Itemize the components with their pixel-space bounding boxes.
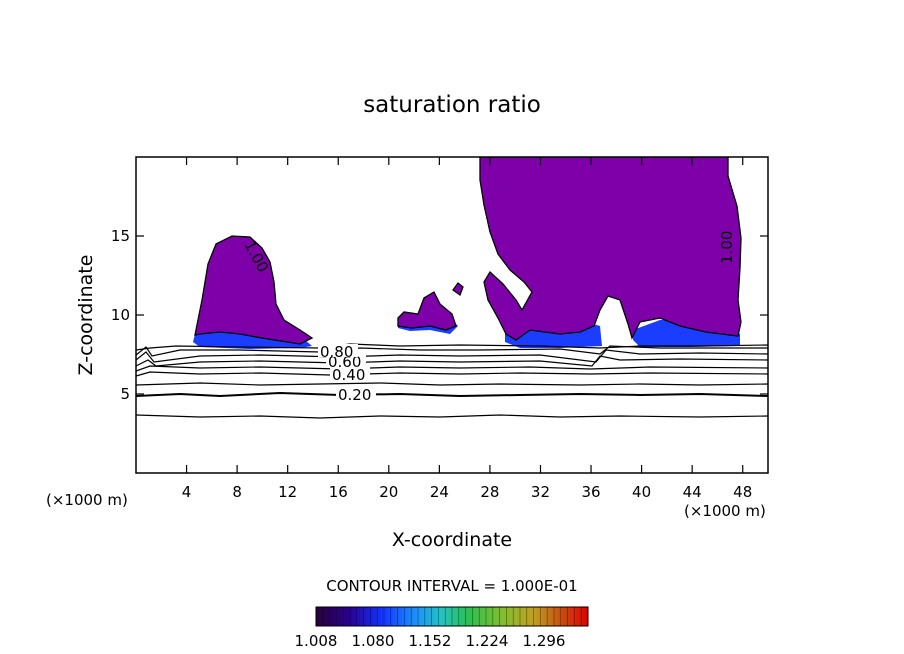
- contour-line-1: [136, 414, 768, 419]
- y-tick-label: 10: [111, 306, 130, 324]
- x-tick-label: 20: [379, 483, 398, 501]
- x-tick-label: 36: [581, 483, 600, 501]
- x-tick-label: 40: [632, 483, 651, 501]
- colorbar-tick-label: 1.224: [466, 632, 509, 650]
- x-unit-right: (×1000 m): [684, 502, 766, 520]
- contour-line-3: [136, 382, 768, 386]
- x-tick-label: 16: [329, 483, 348, 501]
- x-tick-label: 8: [232, 483, 242, 501]
- shaded-region-center-b: [452, 282, 464, 297]
- y-tick-label: 5: [120, 385, 130, 403]
- chart-title: saturation ratio: [363, 92, 541, 118]
- plot-area: 0.20 0.40 0.60 0.80 1.00 1.00: [136, 157, 768, 419]
- contour-line-7: [136, 349, 768, 363]
- x-tick-label: 12: [278, 483, 297, 501]
- contour-label-100-right: 1.00: [718, 231, 736, 264]
- x-tick-label: 4: [182, 483, 192, 501]
- x-tick-label: 48: [733, 483, 752, 501]
- x-tick-label: 24: [430, 483, 449, 501]
- colorbar-tick-label: 1.008: [295, 632, 338, 650]
- contour-line-6: [136, 355, 768, 367]
- colorbar-tick-label: 1.296: [523, 632, 566, 650]
- colorbar-divisions: [322, 607, 582, 626]
- contour-label-060: 0.60: [328, 353, 361, 371]
- contour-label-020: 0.20: [338, 386, 371, 404]
- x-tick-label: 32: [531, 483, 550, 501]
- contour-line-4: [136, 371, 768, 377]
- colorbar-tick-label: 1.152: [409, 632, 452, 650]
- y-axis-label: Z-coordinate: [75, 255, 97, 376]
- shaded-region-center-a: [397, 291, 457, 331]
- shaded-region-left: [194, 235, 314, 345]
- x-axis: 4 8 12 16 20 24 28 32 36 40 44 48: [182, 157, 752, 501]
- contour-lines: [136, 343, 768, 419]
- x-tick-label: 44: [683, 483, 702, 501]
- y-tick-label: 15: [111, 227, 130, 245]
- x-axis-label: X-coordinate: [392, 529, 512, 551]
- contour-line-9: [136, 343, 768, 351]
- y-axis: 5 10 15: [111, 227, 768, 403]
- colorbar-tick-labels: 1.008 1.080 1.152 1.224 1.296: [295, 632, 566, 650]
- contour-line-2: [136, 391, 768, 398]
- colorbar-tick-label: 1.080: [352, 632, 395, 650]
- contour-interval-text: CONTOUR INTERVAL = 1.000E-01: [326, 577, 577, 595]
- shaded-region-right: [479, 157, 742, 341]
- x-unit-left: (×1000 m): [46, 491, 128, 509]
- x-tick-label: 28: [480, 483, 499, 501]
- contour-label-080: 0.80: [320, 343, 353, 361]
- contour-line-5: [136, 365, 768, 372]
- contour-label-040: 0.40: [332, 366, 365, 384]
